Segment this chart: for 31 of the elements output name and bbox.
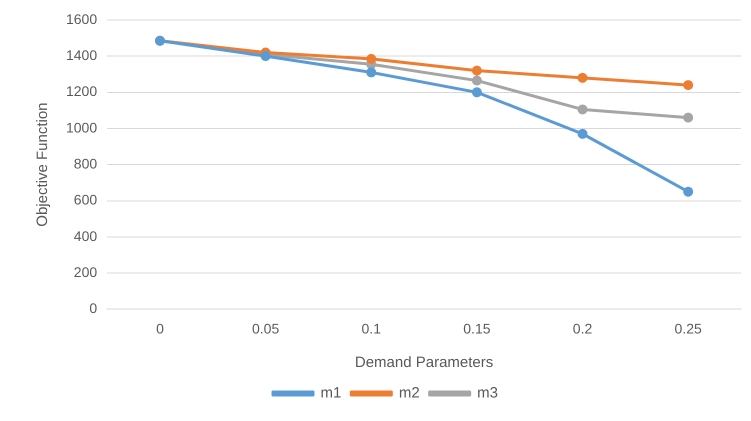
point xyxy=(366,67,376,78)
point xyxy=(578,72,588,83)
point xyxy=(472,87,482,98)
x-tick-label: 0.15 xyxy=(463,320,491,336)
legend-label: m3 xyxy=(477,384,498,402)
x-tick-label: 0.05 xyxy=(252,320,280,336)
y-axis-title: Objective Function xyxy=(34,102,52,227)
y-tick-label: 1000 xyxy=(66,119,98,136)
point xyxy=(683,186,694,197)
point xyxy=(578,104,588,114)
point xyxy=(472,76,482,86)
y-tick-label: 1400 xyxy=(66,47,98,64)
legend-label: m1 xyxy=(320,384,342,402)
y-tick-label: 1600 xyxy=(66,10,98,27)
y-tick-label: 400 xyxy=(74,228,98,244)
x-tick-label: 0 xyxy=(156,320,164,336)
point xyxy=(578,128,588,139)
y-tick-label: 600 xyxy=(74,192,98,208)
point xyxy=(472,66,482,76)
x-tick-label: 0.2 xyxy=(572,320,592,336)
legend-label: m2 xyxy=(398,384,420,402)
x-tick-label: 0.1 xyxy=(362,320,382,336)
x-axis-title: Demand Parameters xyxy=(354,354,494,372)
y-tick-label: 800 xyxy=(74,155,98,172)
y-tick-label: 1200 xyxy=(66,83,98,100)
point xyxy=(683,80,694,90)
y-tick-label: 200 xyxy=(74,264,98,280)
point xyxy=(366,54,376,64)
y-tick-label: 0 xyxy=(89,300,98,316)
x-tick-label: 0.25 xyxy=(674,320,702,336)
point xyxy=(683,112,694,123)
